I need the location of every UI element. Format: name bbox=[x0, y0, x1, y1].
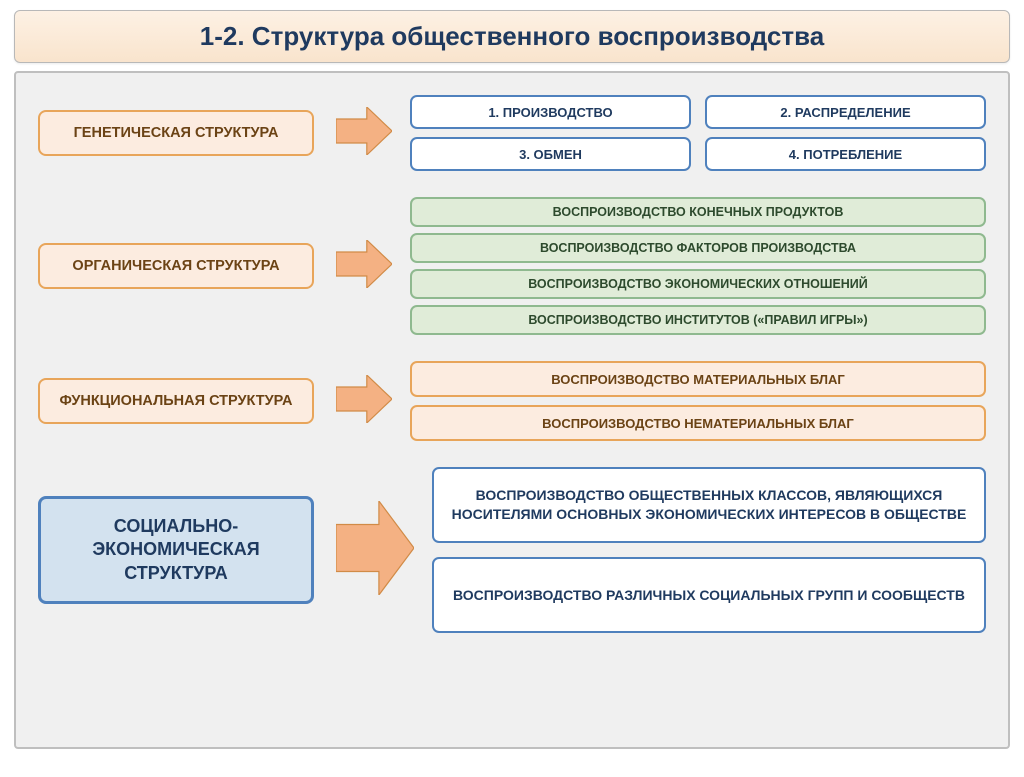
arrow-icon bbox=[336, 375, 392, 428]
title-bar: 1-2. Структура общественного воспроизвод… bbox=[14, 10, 1010, 63]
item-box: ВОСПРОИЗВОДСТВО ОБЩЕСТВЕННЫХ КЛАССОВ, ЯВ… bbox=[432, 467, 986, 543]
item-box: ВОСПРОИЗВОДСТВО КОНЕЧНЫХ ПРОДУКТОВ bbox=[410, 197, 986, 227]
diagram-row: ГЕНЕТИЧЕСКАЯ СТРУКТУРА 1. ПРОИЗВОДСТВО 2.… bbox=[38, 95, 986, 171]
slide: 1-2. Структура общественного воспроизвод… bbox=[0, 10, 1024, 777]
diagram-row: СОЦИАЛЬНО-ЭКОНОМИЧЕСКАЯ СТРУКТУРА ВОСПРО… bbox=[38, 467, 986, 633]
arrow-icon bbox=[336, 501, 414, 600]
item-box: 4. ПОТРЕБЛЕНИЕ bbox=[705, 137, 986, 171]
structure-label: ГЕНЕТИЧЕСКАЯ СТРУКТУРА bbox=[38, 110, 314, 156]
items-column: 1. ПРОИЗВОДСТВО 2. РАСПРЕДЕЛЕНИЕ 3. ОБМЕН 4… bbox=[410, 95, 986, 171]
item-box: ВОСПРОИЗВОДСТВО ЭКОНОМИЧЕСКИХ ОТНОШЕНИЙ bbox=[410, 269, 986, 299]
items-row: 1. ПРОИЗВОДСТВО 2. РАСПРЕДЕЛЕНИЕ bbox=[410, 95, 986, 129]
diagram-row: ФУНКЦИОНАЛЬНАЯ СТРУКТУРА ВОСПРОИЗВОДСТВО… bbox=[38, 361, 986, 441]
arrow-icon bbox=[336, 240, 392, 293]
item-box: ВОСПРОИЗВОДСТВО РАЗЛИЧНЫХ СОЦИАЛЬНЫХ ГРУ… bbox=[432, 557, 986, 633]
item-box: ВОСПРОИЗВОДСТВО ИНСТИТУТОВ («ПРАВИЛ ИГРЫ… bbox=[410, 305, 986, 335]
item-box: 2. РАСПРЕДЕЛЕНИЕ bbox=[705, 95, 986, 129]
page-title: 1-2. Структура общественного воспроизвод… bbox=[23, 21, 1001, 52]
items-column: ВОСПРОИЗВОДСТВО КОНЕЧНЫХ ПРОДУКТОВ ВОСПРО… bbox=[410, 197, 986, 335]
structure-label: СОЦИАЛЬНО-ЭКОНОМИЧЕСКАЯ СТРУКТУРА bbox=[38, 496, 314, 604]
items-row: 3. ОБМЕН 4. ПОТРЕБЛЕНИЕ bbox=[410, 137, 986, 171]
structure-label: ОРГАНИЧЕСКАЯ СТРУКТУРА bbox=[38, 243, 314, 289]
diagram-row: ОРГАНИЧЕСКАЯ СТРУКТУРА ВОСПРОИЗВОДСТВО К… bbox=[38, 197, 986, 335]
item-box: 3. ОБМЕН bbox=[410, 137, 691, 171]
item-box: ВОСПРОИЗВОДСТВО МАТЕРИАЛЬНЫХ БЛАГ bbox=[410, 361, 986, 397]
item-box: ВОСПРОИЗВОДСТВО НЕМАТЕРИАЛЬНЫХ БЛАГ bbox=[410, 405, 986, 441]
item-box: ВОСПРОИЗВОДСТВО ФАКТОРОВ ПРОИЗВОДСТВА bbox=[410, 233, 986, 263]
structure-label: ФУНКЦИОНАЛЬНАЯ СТРУКТУРА bbox=[38, 378, 314, 424]
arrow-icon bbox=[336, 107, 392, 160]
items-column: ВОСПРОИЗВОДСТВО МАТЕРИАЛЬНЫХ БЛАГ ВОСПРОИ… bbox=[410, 361, 986, 441]
items-column: ВОСПРОИЗВОДСТВО ОБЩЕСТВЕННЫХ КЛАССОВ, ЯВ… bbox=[432, 467, 986, 633]
item-box: 1. ПРОИЗВОДСТВО bbox=[410, 95, 691, 129]
diagram-content: ГЕНЕТИЧЕСКАЯ СТРУКТУРА 1. ПРОИЗВОДСТВО 2.… bbox=[14, 71, 1010, 749]
